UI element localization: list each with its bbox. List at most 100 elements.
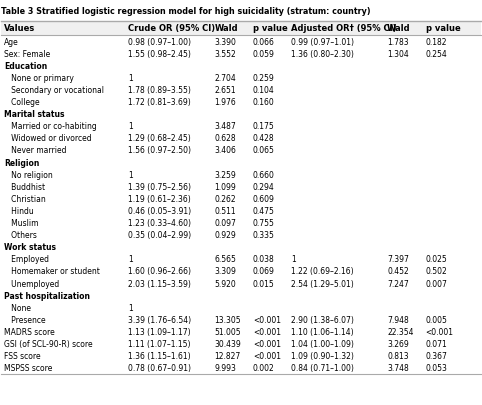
Text: 9.993: 9.993 [214,363,237,372]
Text: Never married: Never married [4,146,67,155]
Text: 0.35 (0.04–2.99): 0.35 (0.04–2.99) [128,230,191,240]
Text: 0.069: 0.069 [253,267,275,276]
Text: Table 3 Stratified logistic regression model for high suicidality (stratum: coun: Table 3 Stratified logistic regression m… [1,7,371,16]
Text: 0.609: 0.609 [253,194,275,203]
Text: Married or co-habiting: Married or co-habiting [4,122,96,131]
Text: Muslim: Muslim [4,219,38,228]
Text: 5.920: 5.920 [214,279,236,288]
Text: 1.56 (0.97–2.50): 1.56 (0.97–2.50) [128,146,191,155]
Text: 0.038: 0.038 [253,255,275,264]
Text: 1: 1 [128,255,133,264]
Text: <0.001: <0.001 [253,351,281,360]
Text: 3.39 (1.76–6.54): 3.39 (1.76–6.54) [128,315,191,324]
Text: Christian: Christian [4,194,45,203]
Text: 1.55 (0.98–2.45): 1.55 (0.98–2.45) [128,49,191,59]
Text: 0.007: 0.007 [426,279,447,288]
Text: Adjusted OR† (95% CI): Adjusted OR† (95% CI) [291,24,397,33]
Text: 0.104: 0.104 [253,86,275,95]
Text: 0.262: 0.262 [214,194,236,203]
Text: 1: 1 [128,122,133,131]
Text: 0.335: 0.335 [253,230,275,240]
Text: 0.254: 0.254 [426,49,447,59]
Text: 1.09 (0.90–1.32): 1.09 (0.90–1.32) [291,351,354,360]
Text: 51.005: 51.005 [214,327,241,336]
Text: College: College [4,98,40,107]
Text: Hindu: Hindu [4,207,34,215]
Text: 7.247: 7.247 [387,279,409,288]
Text: Values: Values [4,24,35,33]
Text: Wald: Wald [214,24,238,33]
Text: Religion: Religion [4,158,39,167]
Text: 0.813: 0.813 [387,351,409,360]
Text: 0.78 (0.67–0.91): 0.78 (0.67–0.91) [128,363,191,372]
Text: 1.10 (1.06–1.14): 1.10 (1.06–1.14) [291,327,354,336]
Text: 1.304: 1.304 [387,49,409,59]
Text: 3.259: 3.259 [214,170,236,179]
Text: 0.025: 0.025 [426,255,447,264]
Text: 0.929: 0.929 [214,230,236,240]
Text: Crude OR (95% CI): Crude OR (95% CI) [128,24,215,33]
Text: 1.099: 1.099 [214,182,236,191]
Text: 2.03 (1.15–3.59): 2.03 (1.15–3.59) [128,279,191,288]
Bar [1,21,481,36]
Text: 1.11 (1.07–1.15): 1.11 (1.07–1.15) [128,339,191,348]
Text: 1.72 (0.81–3.69): 1.72 (0.81–3.69) [128,98,191,107]
Text: GSI (of SCL-90-R) score: GSI (of SCL-90-R) score [4,339,93,348]
Text: MSPSS score: MSPSS score [4,363,52,372]
Text: 0.428: 0.428 [253,134,275,143]
Text: Past hospitalization: Past hospitalization [4,291,90,300]
Text: 0.660: 0.660 [253,170,275,179]
Text: 0.175: 0.175 [253,122,275,131]
Text: Wald: Wald [387,24,411,33]
Text: 6.565: 6.565 [214,255,237,264]
Text: 2.90 (1.38–6.07): 2.90 (1.38–6.07) [291,315,354,324]
Text: Employed: Employed [4,255,49,264]
Text: Homemaker or student: Homemaker or student [4,267,100,276]
Text: 1.36 (0.80–2.30): 1.36 (0.80–2.30) [291,49,354,59]
Text: 1.04 (1.00–1.09): 1.04 (1.00–1.09) [291,339,354,348]
Text: None: None [4,303,31,312]
Text: 0.511: 0.511 [214,207,236,215]
Text: 1.39 (0.75–2.56): 1.39 (0.75–2.56) [128,182,191,191]
Text: FSS score: FSS score [4,351,40,360]
Text: None or primary: None or primary [4,74,74,83]
Text: 12.827: 12.827 [214,351,241,360]
Text: 1.13 (1.09–1.17): 1.13 (1.09–1.17) [128,327,191,336]
Text: 0.46 (0.05–3.91): 0.46 (0.05–3.91) [128,207,191,215]
Text: 1.29 (0.68–2.45): 1.29 (0.68–2.45) [128,134,191,143]
Text: 1: 1 [128,170,133,179]
Text: 0.99 (0.97–1.01): 0.99 (0.97–1.01) [291,38,354,47]
Text: 1: 1 [291,255,296,264]
Text: 3.406: 3.406 [214,146,237,155]
Text: 0.053: 0.053 [426,363,447,372]
Text: 0.475: 0.475 [253,207,275,215]
Text: 7.397: 7.397 [387,255,409,264]
Text: 0.259: 0.259 [253,74,275,83]
Text: p value: p value [253,24,288,33]
Text: Marital status: Marital status [4,110,64,119]
Text: 0.502: 0.502 [426,267,447,276]
Text: <0.001: <0.001 [426,327,454,336]
Text: 1.36 (1.15–1.61): 1.36 (1.15–1.61) [128,351,191,360]
Text: Buddhist: Buddhist [4,182,45,191]
Text: 1.22 (0.69–2.16): 1.22 (0.69–2.16) [291,267,354,276]
Text: 1.60 (0.96–2.66): 1.60 (0.96–2.66) [128,267,191,276]
Text: 0.294: 0.294 [253,182,275,191]
Text: No religion: No religion [4,170,53,179]
Text: Age: Age [4,38,18,47]
Text: 30.439: 30.439 [214,339,241,348]
Text: 3.487: 3.487 [214,122,236,131]
Text: 0.628: 0.628 [214,134,236,143]
Text: <0.001: <0.001 [253,339,281,348]
Text: 0.071: 0.071 [426,339,447,348]
Text: 0.015: 0.015 [253,279,275,288]
Text: 0.367: 0.367 [426,351,447,360]
Text: Presence: Presence [4,315,45,324]
Text: 1.783: 1.783 [387,38,409,47]
Text: p value: p value [426,24,460,33]
Text: 0.005: 0.005 [426,315,447,324]
Text: 3.269: 3.269 [387,339,409,348]
Text: 0.066: 0.066 [253,38,275,47]
Text: Widowed or divorced: Widowed or divorced [4,134,92,143]
Text: 0.84 (0.71–1.00): 0.84 (0.71–1.00) [291,363,354,372]
